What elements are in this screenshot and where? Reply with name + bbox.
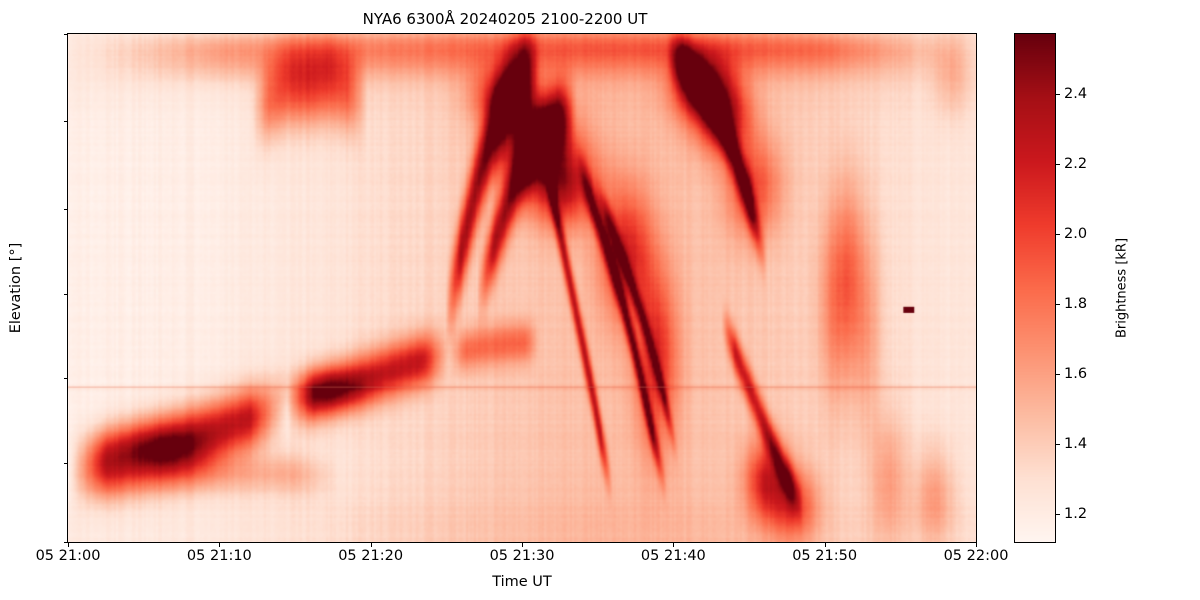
colorbar-tick-label: 1.6 <box>1064 365 1088 382</box>
colorbar-tick-label: 1.4 <box>1064 435 1088 452</box>
y-tick-mark <box>63 378 68 380</box>
x-axis-label: Time UT <box>492 574 552 590</box>
colorbar-tick-label: 2.2 <box>1064 155 1088 172</box>
colorbar-tick-mark <box>1055 513 1060 515</box>
x-tick-label: 05 22:00 <box>943 548 1009 564</box>
colorbar-tick-label: 2.0 <box>1064 225 1088 242</box>
x-tick-mark <box>673 542 675 547</box>
keogram-heatmap[interactable] <box>68 34 976 542</box>
colorbar-tick-label: 2.4 <box>1064 85 1088 102</box>
y-tick-mark <box>63 463 68 464</box>
colorbar-gradient <box>1015 34 1055 542</box>
x-tick-label: 05 21:40 <box>640 548 706 564</box>
colorbar-tick-mark <box>1055 303 1060 305</box>
x-tick-label: 05 21:00 <box>35 548 101 564</box>
colorbar-label: Brightness [kR] <box>1114 237 1130 339</box>
y-tick-mark <box>63 542 68 543</box>
heatmap-axes[interactable]: Elevation [°] Time UT 19466990694519 05 … <box>8 33 1008 590</box>
colorbar[interactable]: Brightness [kR] 1.2 1.4 1.6 1.8 2.0 2.2 2.4 <box>1014 33 1130 543</box>
y-axis-label: Elevation [°] <box>8 242 24 334</box>
y-tick-mark <box>63 121 68 123</box>
x-tick-label: 05 21:20 <box>338 548 404 564</box>
x-tick-mark <box>522 542 523 547</box>
page-title: NYA6 6300Å 20240205 2100-2200 UT <box>362 10 648 28</box>
colorbar-tick-mark <box>1055 93 1060 95</box>
x-tick-mark <box>68 542 69 547</box>
colorbar-tick-mark <box>1055 373 1060 375</box>
x-tick-mark <box>219 542 221 547</box>
y-tick-mark <box>63 293 68 295</box>
x-tick-mark <box>824 542 826 547</box>
y-tick-mark <box>63 34 68 35</box>
colorbar-tick-mark <box>1055 163 1060 165</box>
y-tick-mark <box>63 209 68 210</box>
colorbar-tick-mark <box>1055 443 1060 445</box>
x-tick-label: 05 21:50 <box>792 548 858 564</box>
x-tick-mark <box>976 542 977 547</box>
x-tick-mark <box>370 542 372 547</box>
x-tick-label: 05 21:30 <box>489 548 555 564</box>
colorbar-tick-label: 1.8 <box>1064 295 1088 312</box>
colorbar-tick-mark <box>1055 233 1060 235</box>
colorbar-tick-label: 1.2 <box>1064 505 1088 522</box>
x-tick-label: 05 21:10 <box>186 548 252 564</box>
